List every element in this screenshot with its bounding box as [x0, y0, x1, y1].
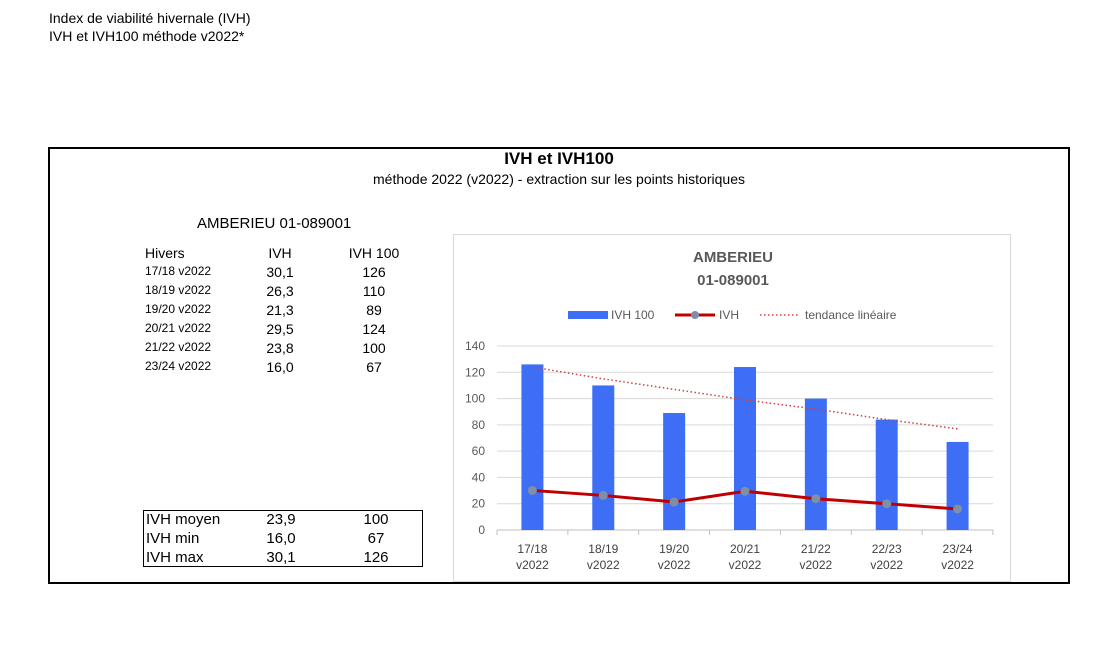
cell-hiver: 23/24 v2022	[145, 359, 212, 373]
cell-ivh100: 67	[366, 359, 382, 375]
summary-label: IVH moyen	[146, 511, 221, 528]
y-tick-label: 20	[472, 497, 486, 511]
cell-ivh: 16,0	[266, 359, 294, 375]
header-line-1: Index de viabilité hivernale (IVH)	[49, 10, 251, 26]
col-header-ivh: IVH	[268, 245, 292, 261]
ivh-point	[527, 485, 537, 495]
chart-area-border	[453, 234, 1011, 582]
cell-ivh100: 124	[362, 321, 386, 337]
summary-label: IVH max	[146, 549, 204, 566]
bar-ivh100	[734, 367, 756, 530]
ivh-point	[811, 494, 821, 504]
legend-bar-swatch	[568, 311, 608, 319]
summary-ivh: 16,0	[266, 530, 296, 547]
chart-title-line: 01-089001	[697, 272, 769, 289]
summary-ivh: 23,9	[266, 511, 296, 528]
bar-ivh100	[592, 385, 615, 530]
x-tick-label: v2022	[729, 558, 762, 572]
ivh-point	[953, 504, 963, 514]
frame-title: IVH et IVH100	[504, 149, 614, 168]
y-tick-label: 140	[465, 339, 485, 353]
chart-title-line: AMBERIEU	[693, 249, 773, 266]
bar-ivh100	[663, 413, 686, 530]
cell-hiver: 18/19 v2022	[145, 283, 212, 297]
cell-ivh100: 126	[362, 264, 386, 280]
summary-row: IVH max 30,1 126	[144, 549, 422, 568]
x-tick-label: 17/18	[517, 542, 547, 556]
cell-hiver: 20/21 v2022	[145, 321, 212, 335]
ivh-point	[882, 499, 892, 509]
bar-ivh100	[804, 398, 827, 530]
station-label: AMBERIEU 01-089001	[197, 215, 352, 232]
summary-label: IVH min	[146, 530, 200, 547]
x-tick-label: 20/21	[730, 542, 760, 556]
bar-ivh100	[946, 441, 969, 530]
x-tick-label: 19/20	[659, 542, 689, 556]
x-tick-label: v2022	[800, 558, 833, 572]
cell-ivh: 30,1	[266, 264, 294, 280]
ivh-point	[740, 486, 750, 496]
legend-line-label: IVH	[719, 308, 739, 322]
y-tick-label: 80	[472, 418, 486, 432]
summary-ivh100: 67	[367, 530, 385, 547]
cell-ivh100: 100	[362, 340, 386, 356]
frame-subtitle: méthode 2022 (v2022) - extraction sur le…	[373, 171, 745, 187]
x-tick-label: v2022	[870, 558, 903, 572]
report-frame: IVH et IVH100 méthode 2022 (v2022) - ext…	[48, 147, 1070, 584]
x-tick-label: 23/24	[943, 542, 973, 556]
cell-hiver: 17/18 v2022	[145, 264, 212, 278]
summary-ivh: 30,1	[266, 549, 296, 566]
col-header-hivers: Hivers	[145, 245, 185, 261]
x-tick-label: v2022	[941, 558, 974, 572]
col-header-ivh100: IVH 100	[348, 245, 400, 261]
x-tick-label: 18/19	[588, 542, 618, 556]
y-tick-label: 100	[465, 392, 485, 406]
ivh-chart: AMBERIEU 01-089001 IVH 100 IVH tendance liné…	[453, 234, 1011, 582]
y-tick-label: 60	[472, 444, 486, 458]
ivh-point	[598, 490, 608, 500]
summary-ivh100: 100	[363, 511, 389, 528]
cell-ivh: 21,3	[266, 302, 294, 318]
x-tick-label: v2022	[587, 558, 620, 572]
y-tick-label: 40	[472, 470, 486, 484]
cell-hiver: 21/22 v2022	[145, 340, 212, 354]
summary-box: IVH moyen 23,9 100 IVH min 16,0 67 IVH m…	[143, 510, 423, 567]
x-tick-label: v2022	[516, 558, 549, 572]
legend-line-marker	[691, 311, 699, 319]
cell-ivh: 29,5	[266, 321, 294, 337]
x-tick-label: 21/22	[801, 542, 831, 556]
y-tick-label: 120	[465, 365, 485, 379]
y-tick-label: 0	[478, 523, 485, 537]
bar-ivh100	[521, 364, 544, 530]
cell-hiver: 19/20 v2022	[145, 302, 212, 316]
summary-row: IVH min 16,0 67	[144, 530, 422, 549]
summary-ivh100: 126	[363, 549, 389, 566]
summary-row: IVH moyen 23,9 100	[144, 511, 422, 530]
x-tick-label: v2022	[658, 558, 691, 572]
header-line-2: IVH et IVH100 méthode v2022*	[49, 28, 245, 44]
bar-ivh100	[875, 419, 898, 530]
legend-trend-label: tendance linéaire	[805, 308, 897, 322]
ivh-point	[669, 497, 679, 507]
legend-bar-label: IVH 100	[611, 308, 655, 322]
cell-ivh: 26,3	[266, 283, 294, 299]
cell-ivh: 23,8	[266, 340, 294, 356]
cell-ivh100: 110	[362, 283, 386, 299]
x-tick-label: 22/23	[872, 542, 902, 556]
cell-ivh100: 89	[366, 302, 382, 318]
